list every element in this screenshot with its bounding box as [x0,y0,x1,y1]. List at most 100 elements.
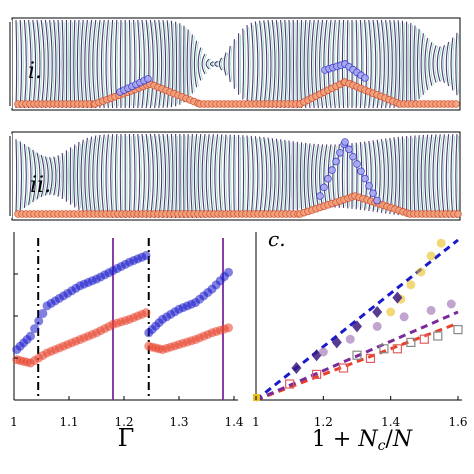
strand-line [90,138,94,214]
strand-line [205,134,210,218]
data-point [426,305,436,315]
strand-line [156,22,160,106]
strand-line [110,134,114,218]
data-point [224,323,233,333]
strand-line [235,40,237,88]
bead-marker [324,174,332,183]
strand-line [25,22,29,106]
strand-line [252,24,256,104]
strand-line [147,136,152,216]
x-tick-label: 1.6 [448,415,467,429]
strand-line [162,133,167,219]
strand-line [457,136,460,216]
panel-ii-strands [14,133,462,219]
strand-line [263,137,268,215]
strand-line [55,157,59,195]
strand-line [445,134,450,218]
strand-line [286,22,289,106]
strand-line [130,136,133,216]
strand-line [282,22,285,106]
strand-line [299,19,303,109]
strand-line [15,139,18,213]
data-point [338,363,349,373]
panel-c: c. 1 1.2 1.4 1.6 1 + Nc/N [252,227,467,454]
strand-line [23,143,27,209]
strand-line [40,154,45,198]
strand-line [395,22,399,106]
strand-line [282,141,285,211]
strand-line [321,22,325,106]
strand-line [370,22,374,106]
strand-line [261,22,265,106]
strand-line [73,19,76,109]
strand-line [73,144,76,208]
data-point [291,362,302,374]
strand-line [248,26,251,102]
strand-line [438,136,443,216]
strand-line [214,60,218,68]
data-point [392,291,403,304]
strand-line [199,136,203,216]
strand-line [218,57,223,71]
data-point [406,280,416,290]
strand-line [61,19,64,109]
strand-line [151,22,156,106]
strand-line [450,37,454,91]
strand-line [399,22,402,106]
strand-line [170,20,174,108]
data-point [386,307,396,317]
panel-c-x-label: 1 + Nc/N [312,427,413,454]
strand-line [166,133,170,219]
strand-line [88,19,93,109]
strand-line [164,136,168,216]
strand-line [90,22,94,106]
strand-line [162,20,167,108]
strand-line [256,138,261,214]
strand-line [114,134,118,218]
strand-line [59,156,62,196]
data-point [416,267,426,277]
strand-line [197,47,202,81]
strand-line [199,48,203,80]
strand-line [216,136,220,216]
strand-line [59,22,62,106]
data-point [392,344,402,354]
strand-line [261,138,265,214]
data-point [453,325,463,335]
strand-line [44,19,49,109]
strand-line [186,134,189,218]
strand-line [57,19,61,109]
strand-line [316,145,321,207]
strand-line [175,133,178,219]
panel-b: 1 1.1 1.2 1.3 1.4 Γ [10,232,244,452]
strand-line [416,135,420,217]
strand-line [438,47,443,81]
strand-line [46,157,51,195]
strand-line [269,22,274,106]
strand-line [415,27,418,101]
strand-line [280,139,284,213]
bead-marker [328,166,336,174]
strand-line [137,19,141,109]
strand-line [53,156,57,196]
strand-line [195,136,199,216]
strand-line [284,139,287,213]
strand-line [248,137,251,215]
strand-line [301,144,304,208]
panel-i-strands [14,19,460,109]
panel-b-x-label: Γ [118,424,135,452]
strand-line [359,142,363,210]
strand-line [94,22,98,106]
strand-line [329,22,334,106]
strand-line [42,22,47,106]
strand-line [137,133,141,219]
strand-line [424,134,429,218]
bead-marker [316,192,324,200]
strand-line [428,134,433,218]
strand-line [57,155,61,197]
strand-line [78,22,82,106]
strand-line [34,151,38,201]
strand-line [141,19,145,109]
strand-line [61,153,64,199]
strand-line [319,19,324,109]
